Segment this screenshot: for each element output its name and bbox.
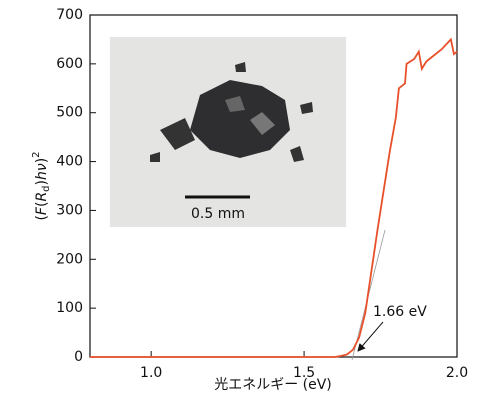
y-tick-label: 700 bbox=[56, 7, 83, 23]
y-tick-label: 500 bbox=[56, 105, 83, 121]
inset-photo bbox=[110, 37, 346, 227]
y-tick-label: 300 bbox=[56, 202, 83, 218]
y-tick-label: 600 bbox=[56, 56, 83, 72]
y-label-part: 2 bbox=[31, 151, 42, 157]
y-tick-label: 0 bbox=[74, 349, 83, 365]
x-tick-label: 1.0 bbox=[140, 365, 162, 381]
y-tick-label: 100 bbox=[56, 300, 83, 316]
page: 0.5 mm 光エネルギー (eV) (F(Rd)hν)2 1.66 eV 01… bbox=[0, 0, 499, 412]
y-tick-label: 200 bbox=[56, 251, 83, 267]
inset-scale-label: 0.5 mm bbox=[191, 206, 245, 222]
y-label-part: hν bbox=[34, 163, 50, 180]
y-tick-label: 400 bbox=[56, 154, 83, 170]
x-tick-label: 2.0 bbox=[446, 365, 468, 381]
annotation: 1.66 eV bbox=[373, 304, 427, 320]
chart: 0.5 mm 光エネルギー (eV) (F(Rd)hν)2 1.66 eV 01… bbox=[0, 0, 499, 412]
x-tick-label: 1.5 bbox=[293, 365, 315, 381]
y-label-part: R bbox=[34, 192, 50, 202]
y-axis-label: (F(Rd)hν)2 bbox=[31, 151, 52, 220]
